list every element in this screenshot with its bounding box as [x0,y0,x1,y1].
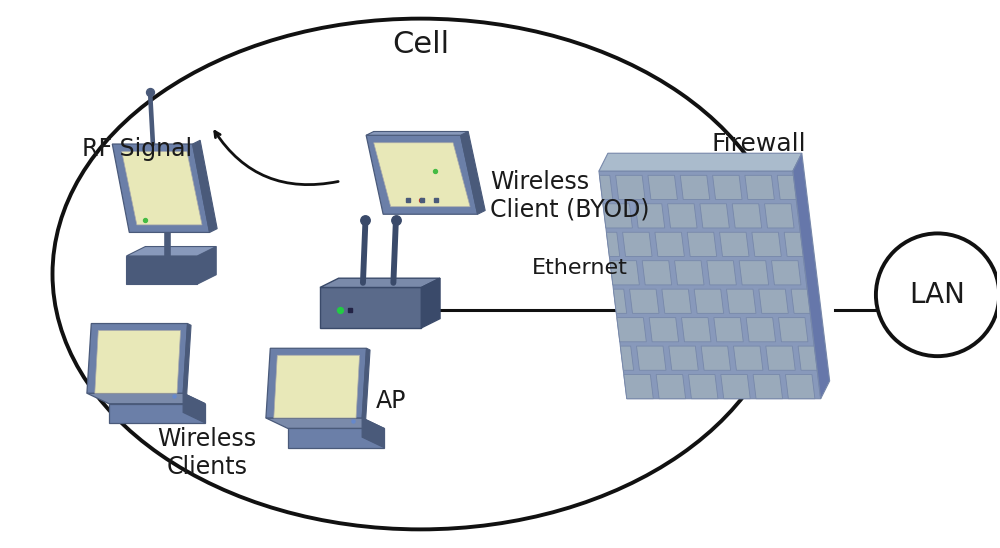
Text: Ethernet: Ethernet [532,258,627,278]
Polygon shape [635,204,665,228]
Polygon shape [320,278,440,288]
Polygon shape [648,175,677,199]
Polygon shape [620,346,634,370]
Polygon shape [752,232,781,256]
Polygon shape [772,261,801,285]
Polygon shape [765,204,794,228]
Polygon shape [649,318,679,342]
Polygon shape [624,374,653,399]
Polygon shape [713,175,742,199]
Polygon shape [374,143,470,207]
Circle shape [876,233,999,356]
Polygon shape [662,289,691,313]
Polygon shape [778,318,808,342]
Polygon shape [613,289,627,313]
Polygon shape [733,346,763,370]
Polygon shape [732,204,762,228]
Polygon shape [753,374,783,399]
Polygon shape [461,132,485,214]
Polygon shape [95,330,181,393]
Polygon shape [746,318,776,342]
Polygon shape [623,232,652,256]
Polygon shape [694,289,724,313]
Polygon shape [701,346,731,370]
Polygon shape [599,171,821,399]
Polygon shape [122,152,202,225]
Polygon shape [197,247,216,284]
Polygon shape [656,374,686,399]
Polygon shape [266,349,367,418]
Polygon shape [791,289,810,313]
Polygon shape [707,261,736,285]
Polygon shape [784,232,803,256]
Polygon shape [606,232,620,256]
Polygon shape [669,346,698,370]
Polygon shape [599,153,802,171]
Polygon shape [126,247,216,256]
Text: RF Signal: RF Signal [82,138,192,161]
Polygon shape [112,144,210,232]
Polygon shape [266,418,384,429]
Text: Wireless
Client (BYOD): Wireless Client (BYOD) [490,170,650,222]
Polygon shape [714,318,743,342]
Polygon shape [320,288,421,328]
Polygon shape [616,175,645,199]
Polygon shape [617,318,646,342]
Polygon shape [603,204,632,228]
Polygon shape [687,232,717,256]
Polygon shape [785,374,815,399]
Polygon shape [599,175,613,199]
Polygon shape [193,140,217,232]
Polygon shape [183,323,191,395]
Polygon shape [700,204,729,228]
Polygon shape [421,278,440,328]
Polygon shape [366,132,468,135]
Polygon shape [688,374,718,399]
Polygon shape [721,374,750,399]
Polygon shape [759,289,788,313]
Polygon shape [675,261,704,285]
Polygon shape [274,355,360,418]
Text: Wireless
Clients: Wireless Clients [157,427,256,479]
Polygon shape [727,289,756,313]
Polygon shape [682,318,711,342]
Polygon shape [610,261,639,285]
Polygon shape [109,404,205,423]
Polygon shape [720,232,749,256]
Polygon shape [793,153,830,399]
Polygon shape [655,232,684,256]
Polygon shape [766,346,795,370]
Polygon shape [366,135,478,214]
Polygon shape [87,323,188,393]
Polygon shape [637,346,666,370]
Polygon shape [668,204,697,228]
Polygon shape [680,175,710,199]
Text: AP: AP [375,389,406,413]
Polygon shape [362,418,384,448]
Polygon shape [777,175,796,199]
Polygon shape [630,289,659,313]
Polygon shape [288,429,384,448]
Polygon shape [87,393,205,404]
Polygon shape [642,261,672,285]
Polygon shape [183,393,205,423]
Text: Cell: Cell [392,31,449,60]
Polygon shape [126,256,197,284]
Text: Firewall: Firewall [711,132,806,156]
Text: LAN: LAN [910,281,965,309]
Polygon shape [798,346,817,370]
Polygon shape [745,175,774,199]
Polygon shape [362,349,370,420]
Polygon shape [739,261,769,285]
